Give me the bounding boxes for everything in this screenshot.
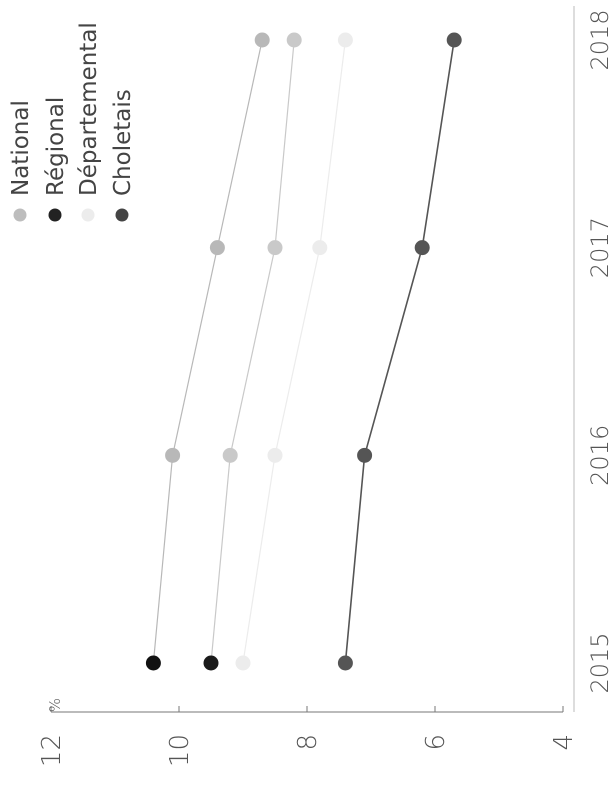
category-tick-label: 2017: [586, 217, 614, 278]
legend-marker: [48, 208, 62, 222]
legend-layer: National Régional Départemental Choletais: [8, 22, 136, 222]
series-line-national: [152, 39, 263, 664]
value-unit-label: %: [46, 698, 64, 712]
series-line-régional: [210, 39, 295, 664]
series-point: [337, 32, 353, 48]
series-point: [209, 240, 225, 256]
series-point: [235, 655, 251, 671]
legend-label: National: [8, 100, 34, 196]
legend-label: Régional: [43, 97, 69, 196]
series-line-choletais: [344, 39, 455, 664]
series-point: [446, 32, 462, 48]
value-tick-label: 10: [165, 734, 195, 767]
value-tick-label: 8: [293, 734, 323, 751]
legend-label: Départemental: [76, 22, 102, 196]
value-tick-label: 6: [421, 734, 451, 751]
series-line-départemental: [242, 39, 346, 664]
axis-layer: [50, 6, 575, 713]
series-point: [145, 655, 161, 671]
series-point: [312, 240, 328, 256]
labels-layer: 12% 10 8 6 4 2015 2016 2017 2018: [37, 9, 614, 767]
value-tick-label: 12: [37, 734, 67, 767]
legend-marker: [115, 208, 129, 222]
series-point: [357, 447, 373, 463]
category-tick-label: 2015: [586, 632, 614, 693]
legend-marker: [13, 208, 27, 222]
series-point: [267, 240, 283, 256]
lines-layer: [152, 39, 455, 664]
legend-label: Choletais: [110, 89, 136, 196]
series-point: [267, 447, 283, 463]
category-tick-label: 2016: [586, 425, 614, 486]
category-tick-label: 2018: [586, 9, 614, 70]
series-point: [222, 447, 238, 463]
series-point: [337, 655, 353, 671]
series-point: [286, 32, 302, 48]
legend-marker: [81, 208, 95, 222]
series-point: [254, 32, 270, 48]
value-tick-label: 4: [549, 734, 579, 751]
series-point: [165, 447, 181, 463]
series-point: [203, 655, 219, 671]
points-layer: [145, 32, 462, 671]
series-point: [414, 240, 430, 256]
